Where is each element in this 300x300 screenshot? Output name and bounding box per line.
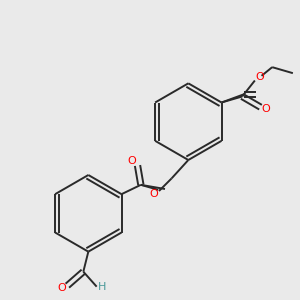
Text: O: O [57, 283, 66, 293]
Text: O: O [255, 72, 264, 82]
Text: O: O [150, 189, 158, 199]
Text: O: O [261, 104, 270, 114]
Text: H: H [98, 282, 106, 292]
Text: O: O [128, 156, 136, 166]
